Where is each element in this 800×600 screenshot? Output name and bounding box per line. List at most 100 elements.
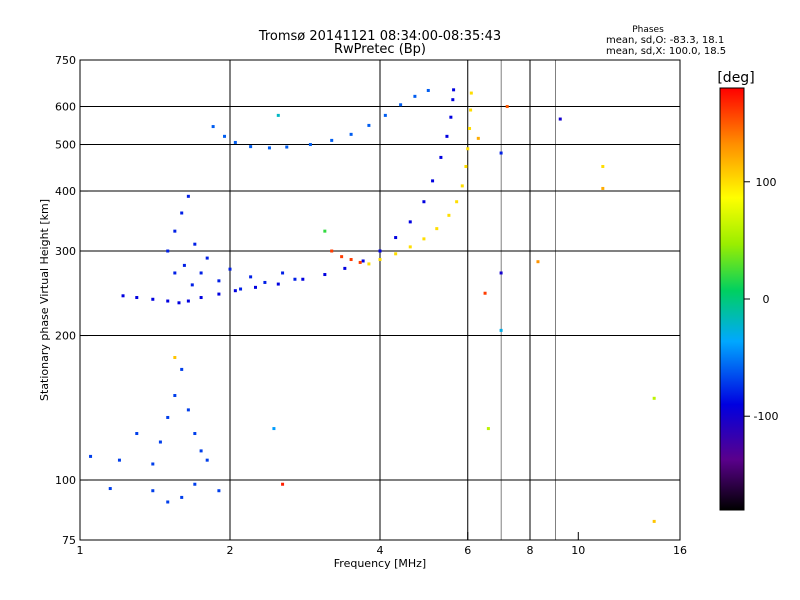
y-tick-label: 500 (55, 139, 76, 152)
data-point (117, 458, 121, 462)
data-point (108, 487, 112, 491)
data-point (343, 266, 347, 270)
x-tick-label: 1 (77, 544, 84, 557)
data-point (173, 271, 177, 275)
data-point (193, 242, 197, 246)
data-point (267, 146, 271, 150)
data-point (233, 289, 237, 293)
data-point (445, 134, 449, 138)
data-point (460, 184, 464, 188)
data-point (173, 355, 177, 359)
colorbar-tick-label: -100 (754, 410, 779, 423)
y-tick-label: 750 (55, 54, 76, 67)
data-point (468, 126, 472, 130)
stats-line-x: mean, sd,X: 100.0, 18.5 (606, 46, 726, 57)
data-point (151, 297, 155, 301)
data-point (281, 482, 285, 486)
data-point (476, 136, 480, 140)
data-point (652, 396, 656, 400)
data-point (186, 299, 190, 303)
x-tick-label: 8 (527, 544, 534, 557)
axis-ticks: 1 2 4 6 8 10 16 75 100 200 300 400 500 600 750 (55, 54, 687, 557)
data-point (452, 88, 456, 92)
data-point (447, 213, 451, 217)
data-point (190, 283, 194, 287)
colorbar (719, 87, 745, 511)
data-point (239, 287, 243, 291)
data-point (486, 427, 490, 431)
data-point (217, 279, 221, 283)
data-point (166, 249, 170, 253)
stats-title: Phases (632, 25, 664, 35)
data-point (272, 427, 276, 431)
data-point (135, 296, 139, 300)
x-tick-label: 2 (227, 544, 234, 557)
x-tick-label: 10 (571, 544, 585, 557)
data-point (367, 123, 371, 127)
colorbar-tick-label: 100 (756, 176, 777, 189)
data-point (281, 271, 285, 275)
data-point (464, 164, 468, 168)
data-point (249, 145, 253, 149)
data-point (413, 94, 417, 98)
data-point (199, 296, 203, 300)
data-point (426, 88, 430, 92)
y-tick-label: 100 (55, 474, 76, 487)
data-point (383, 113, 387, 117)
data-point (211, 125, 215, 129)
grid-lines (80, 60, 680, 540)
data-point (173, 394, 177, 398)
data-point (233, 140, 237, 144)
data-point (89, 454, 93, 458)
data-point (422, 237, 426, 241)
data-point (193, 482, 197, 486)
data-point (199, 449, 203, 453)
x-tick-label: 6 (464, 544, 471, 557)
data-point (455, 200, 459, 204)
data-point (558, 117, 562, 121)
data-point (182, 263, 186, 267)
data-point (652, 519, 656, 523)
data-point (601, 186, 605, 190)
data-point (536, 260, 540, 264)
data-point (394, 252, 398, 256)
data-point (469, 108, 473, 112)
data-point (323, 273, 327, 277)
data-point (361, 259, 365, 263)
data-point (378, 249, 382, 253)
data-point (217, 292, 221, 296)
data-point (166, 415, 170, 419)
x-tick-label: 16 (673, 544, 687, 557)
data-point (186, 408, 190, 412)
data-point (499, 328, 503, 332)
data-point (293, 277, 297, 281)
data-point (135, 432, 139, 436)
data-point (408, 245, 412, 249)
data-point (358, 260, 362, 264)
y-tick-label: 400 (55, 185, 76, 198)
data-point (349, 258, 353, 262)
data-point (308, 143, 312, 147)
data-point (330, 138, 334, 142)
data-point (439, 155, 443, 159)
chart-subtitle: RwPretec (Bp) (334, 42, 426, 57)
data-point (399, 103, 403, 107)
y-tick-label: 300 (55, 245, 76, 258)
data-point (323, 229, 327, 233)
data-point (180, 211, 184, 215)
data-point (367, 262, 371, 266)
data-point (151, 462, 155, 466)
data-point (228, 267, 232, 271)
data-point (263, 280, 267, 284)
data-point (180, 367, 184, 371)
y-tick-label: 75 (62, 534, 76, 547)
colorbar-label: [deg] (717, 70, 754, 86)
data-point (249, 275, 253, 279)
data-point (166, 500, 170, 504)
colorbar-ticks: 100 0 -100 (744, 176, 778, 423)
data-point (466, 147, 470, 151)
y-tick-label: 600 (55, 101, 76, 114)
y-axis-label: Stationary phase Virtual Height [km] (38, 199, 51, 401)
data-point (349, 132, 353, 136)
